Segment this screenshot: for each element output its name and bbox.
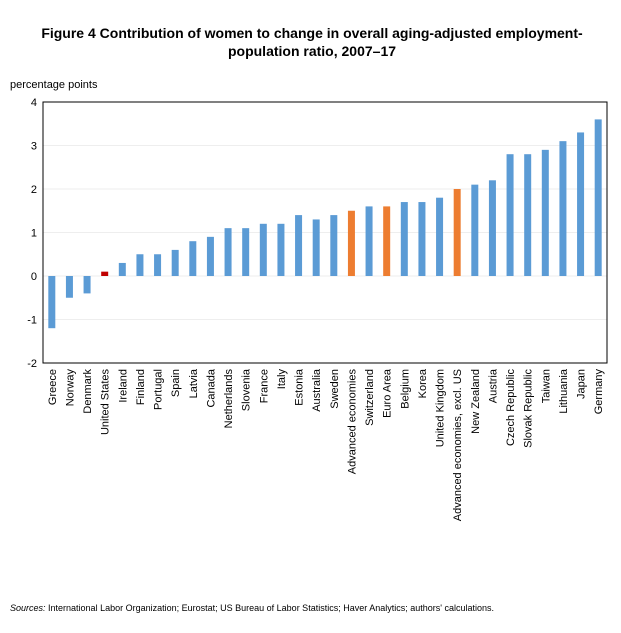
x-tick-label: Japan xyxy=(576,369,588,399)
x-tick-label: United States xyxy=(100,369,112,436)
bar xyxy=(559,141,567,276)
y-tick-label: 2 xyxy=(31,184,37,196)
x-tick-label: Sweden xyxy=(329,369,341,409)
bar xyxy=(436,197,444,276)
bar xyxy=(118,262,126,276)
bar xyxy=(242,228,250,276)
x-tick-label: Latvia xyxy=(188,368,200,398)
bar xyxy=(295,215,303,276)
bar xyxy=(541,149,549,276)
bar xyxy=(312,219,320,276)
y-tick-label: 4 xyxy=(31,97,37,109)
x-tick-label: Denmark xyxy=(82,369,94,414)
bar xyxy=(400,202,408,276)
bar xyxy=(65,276,73,298)
x-tick-label: Slovenia xyxy=(241,368,253,411)
x-tick-label: Spain xyxy=(170,369,182,397)
bar xyxy=(189,241,197,276)
x-tick-label: Estonia xyxy=(294,368,306,406)
x-tick-label: Portugal xyxy=(153,369,165,410)
x-tick-label: Australia xyxy=(311,368,323,412)
bar xyxy=(471,184,479,276)
x-tick-label: New Zealand xyxy=(470,369,482,434)
x-tick-label: Lithuania xyxy=(558,368,570,414)
bar xyxy=(418,202,426,276)
bar xyxy=(577,132,585,276)
y-tick-label: 1 xyxy=(31,228,37,240)
x-tick-label: Switzerland xyxy=(364,369,376,426)
x-tick-label: Germany xyxy=(593,369,605,415)
bar xyxy=(224,228,232,276)
bar xyxy=(330,215,338,276)
bar xyxy=(154,254,162,276)
x-tick-label: Italy xyxy=(276,369,288,390)
y-tick-label: 3 xyxy=(31,141,37,153)
y-tick-label: -2 xyxy=(27,358,37,370)
x-tick-label: Taiwan xyxy=(540,369,552,403)
bar xyxy=(101,271,109,276)
x-tick-label: Euro Area xyxy=(382,368,394,418)
bar xyxy=(277,223,285,276)
bar xyxy=(594,119,602,277)
x-tick-label: Advanced economies xyxy=(346,369,358,475)
x-tick-label: Netherlands xyxy=(223,369,235,429)
bar xyxy=(524,154,532,276)
x-tick-label: Advanced economies, excl. US xyxy=(452,369,464,521)
bar xyxy=(453,189,461,276)
chart-title: Figure 4 Contribution of women to change… xyxy=(41,25,583,41)
x-tick-label: Slovak Republic xyxy=(523,369,535,448)
x-tick-label: Belgium xyxy=(399,369,411,409)
bar xyxy=(383,206,391,276)
sources-text: International Labor Organization; Eurost… xyxy=(46,603,494,613)
bar xyxy=(83,276,91,294)
bar xyxy=(365,206,373,276)
y-tick-label: 0 xyxy=(31,271,37,283)
x-tick-label: Korea xyxy=(417,368,429,398)
x-tick-label: Austria xyxy=(487,368,499,403)
x-tick-label: Finland xyxy=(135,369,147,405)
bar xyxy=(488,180,496,276)
x-tick-label: Ireland xyxy=(117,369,129,403)
plot-frame xyxy=(42,101,608,364)
bar xyxy=(347,210,355,276)
bar xyxy=(259,223,267,276)
bar xyxy=(136,254,144,276)
x-tick-label: Canada xyxy=(205,368,217,407)
bar xyxy=(506,154,514,276)
x-tick-label: Czech Republic xyxy=(505,369,517,447)
bar xyxy=(171,249,179,276)
x-tick-label: United Kingdom xyxy=(435,369,447,447)
y-axis-label: percentage points xyxy=(10,79,98,91)
bar xyxy=(206,236,214,276)
chart-title: population ratio, 2007–17 xyxy=(228,43,396,59)
x-tick-label: France xyxy=(258,369,270,403)
x-tick-label: Greece xyxy=(47,369,59,405)
sources-label: Sources: xyxy=(10,603,46,613)
bar xyxy=(48,276,56,329)
y-tick-label: -1 xyxy=(27,315,37,327)
sources-note: Sources: International Labor Organizatio… xyxy=(10,603,494,613)
x-tick-label: Norway xyxy=(64,369,76,407)
